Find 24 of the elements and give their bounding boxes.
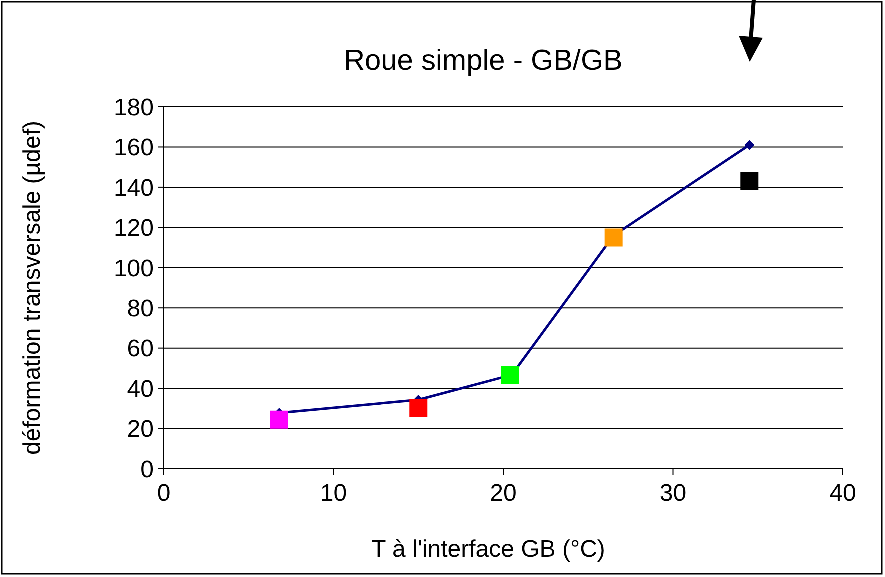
point	[744, 140, 755, 150]
y-tick-label: 180	[114, 94, 154, 122]
point	[604, 228, 623, 247]
point	[270, 410, 288, 429]
y-tick-label: 100	[114, 255, 154, 282]
y-axis-title: déformation transversale (µdef)	[19, 121, 46, 455]
y-tick-label: 120	[114, 215, 154, 242]
point	[501, 366, 520, 384]
y-tick-label: 60	[127, 336, 154, 363]
x-tick-label: 30	[660, 480, 687, 507]
y-tick-label: 140	[114, 174, 154, 202]
x-tick-label: 40	[830, 480, 856, 507]
point	[740, 172, 759, 190]
x-tick-label: 0	[157, 480, 171, 507]
chart-title: Roue simple - GB/GB	[344, 45, 623, 77]
y-tick-label: 40	[127, 376, 154, 403]
y-tick-label: 20	[127, 416, 154, 444]
y-tick-label: 160	[114, 134, 154, 162]
x-tick-label: 20	[490, 480, 517, 507]
x-tick-label: 10	[320, 480, 348, 507]
y-tick-label: 0	[140, 456, 154, 484]
x-axis-title: T à l'interface GB (°C)	[372, 536, 606, 563]
y-tick-label: 80	[127, 296, 154, 323]
point	[410, 399, 428, 418]
